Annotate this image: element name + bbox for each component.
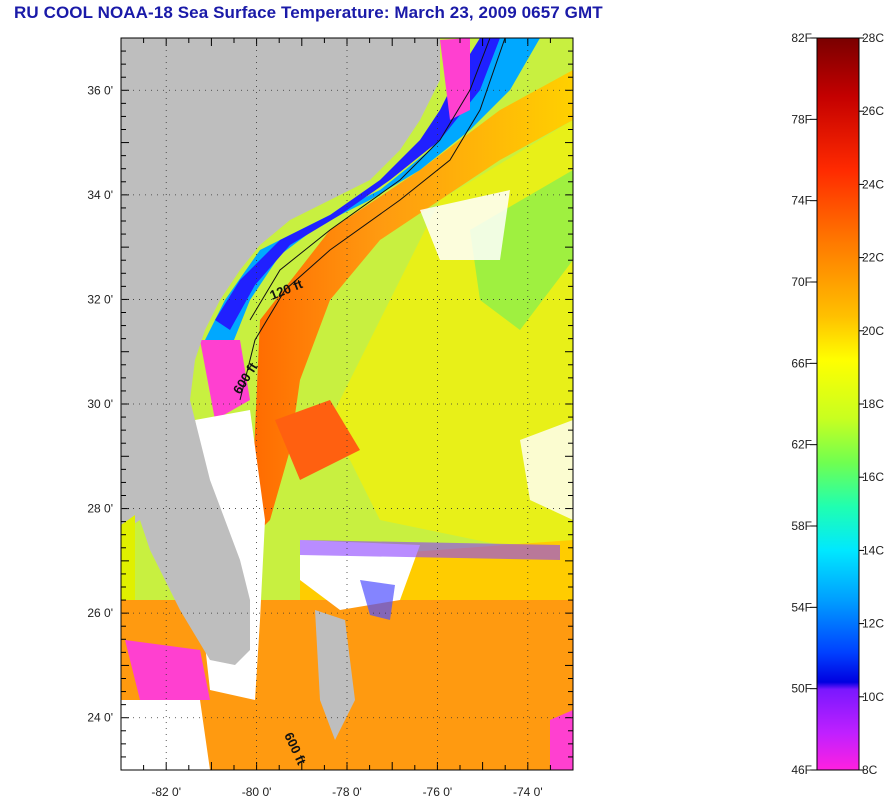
- colorbar-c-label: 16C: [862, 470, 884, 484]
- lon-label: -74 0': [513, 785, 543, 799]
- colorbar-f-label: 78F: [791, 112, 812, 126]
- lat-label: 28 0': [87, 502, 113, 516]
- longitude-labels: -82 0' -80 0' -78 0' -76 0' -74 0': [151, 785, 542, 799]
- colorbar-c-label: 20C: [862, 324, 884, 338]
- depth-contour-600ft: [239, 37, 506, 401]
- lat-label: 30 0': [87, 397, 113, 411]
- lon-label: -76 0': [423, 785, 453, 799]
- colorbar-f-label: 50F: [791, 682, 812, 696]
- colorbar-c-label: 8C: [862, 763, 878, 777]
- colorbar-f-label: 54F: [791, 600, 812, 614]
- colorbar-c-label: 10C: [862, 690, 884, 704]
- land-bahamas-andros: [315, 610, 355, 740]
- land-gulf-coast: [121, 460, 140, 530]
- lat-label: 24 0': [87, 711, 113, 725]
- colorbar-c-label: 18C: [862, 397, 884, 411]
- lon-label: -82 0': [151, 785, 181, 799]
- colorbar: [816, 37, 860, 771]
- colorbar-c-label: 28C: [862, 31, 884, 45]
- lat-label: 26 0': [87, 606, 113, 620]
- lat-label: 32 0': [87, 292, 113, 306]
- colorbar-c-label: 24C: [862, 177, 884, 191]
- map-title: RU COOL NOAA-18 Sea Surface Temperature:…: [14, 3, 603, 22]
- axis-ticks: [120, 37, 574, 771]
- colorbar-c-label: 26C: [862, 104, 884, 118]
- colorbar-f-label: 82F: [791, 31, 812, 45]
- depth-contour-120ft: [249, 37, 491, 321]
- lon-label: -78 0': [332, 785, 362, 799]
- colorbar-fahrenheit-labels: 82F 78F 74F 70F 66F 62F 58F 54F 50F 46F: [791, 31, 817, 777]
- colorbar-f-label: 74F: [791, 194, 812, 208]
- lat-label: 36 0': [87, 83, 113, 97]
- lat-label: 34 0': [87, 188, 113, 202]
- colorbar-f-label: 58F: [791, 519, 812, 533]
- colorbar-c-label: 22C: [862, 251, 884, 265]
- sst-field: [121, 38, 573, 770]
- lon-label: -80 0': [242, 785, 272, 799]
- land-abaco: [360, 580, 395, 620]
- colorbar-f-label: 70F: [791, 275, 812, 289]
- colorbar-f-label: 46F: [791, 763, 812, 777]
- colorbar-f-label: 62F: [791, 438, 812, 452]
- land-us-coast: [121, 38, 440, 665]
- colorbar-c-label: 12C: [862, 617, 884, 631]
- colorbar-f-label: 66F: [791, 356, 812, 370]
- colorbar-celsius-labels: 28C 26C 24C 22C 20C 18C 16C 14C 12C 10C 8C: [859, 31, 884, 777]
- latitude-labels: 36 0' 34 0' 32 0' 30 0' 28 0' 26 0' 24 0': [87, 83, 113, 724]
- colorbar-c-label: 14C: [862, 543, 884, 557]
